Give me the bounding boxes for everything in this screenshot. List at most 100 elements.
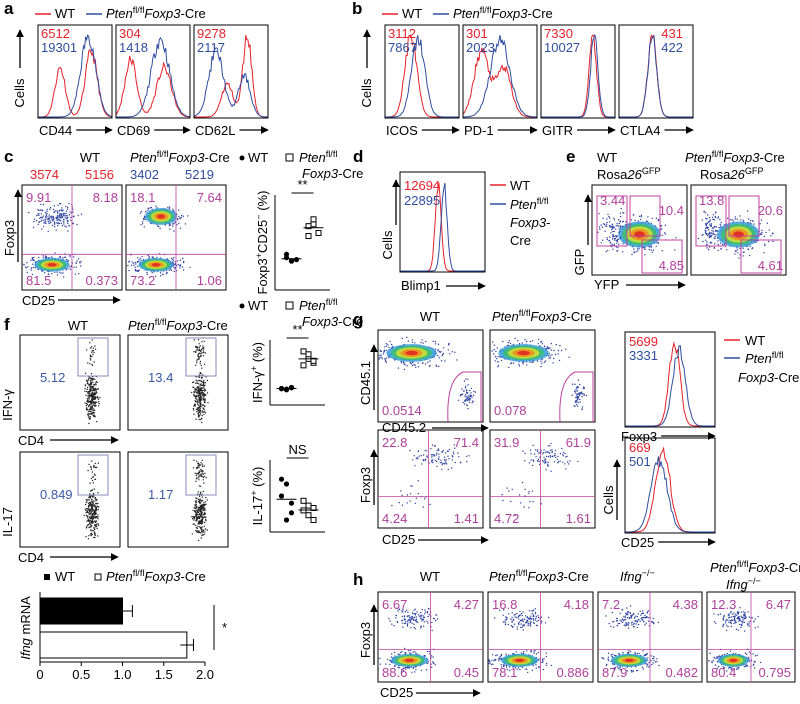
event-dot — [488, 659, 490, 662]
event-dot — [545, 461, 547, 463]
event-dot — [198, 531, 200, 534]
event-dot — [543, 361, 546, 363]
event-dot — [441, 468, 443, 470]
event-dot — [535, 616, 538, 618]
event-dot — [86, 401, 88, 403]
column-header: WT — [420, 569, 440, 584]
event-dot — [409, 619, 412, 621]
event-dot — [575, 390, 577, 392]
event-dot — [202, 355, 205, 357]
event-dot — [530, 453, 532, 455]
event-dot — [51, 224, 54, 227]
event-dot — [195, 391, 198, 393]
event-dot — [718, 226, 720, 229]
event-dot — [197, 404, 200, 406]
event-dot — [583, 394, 585, 396]
event-dot — [196, 527, 199, 529]
event-dot — [717, 217, 719, 219]
event-dot — [90, 510, 92, 512]
event-dot — [195, 515, 197, 517]
event-dot — [198, 379, 201, 382]
event-dot — [424, 611, 427, 613]
event-dot — [172, 225, 174, 227]
event-dot — [737, 252, 739, 254]
event-dot — [127, 264, 129, 267]
event-dot — [397, 610, 399, 612]
event-dot — [90, 504, 93, 506]
event-dot — [409, 621, 411, 624]
event-dot — [541, 340, 543, 343]
text-part: Pten — [299, 150, 326, 165]
event-dot — [93, 504, 96, 506]
event-dot — [203, 482, 205, 484]
event-dot — [522, 620, 525, 623]
event-dot — [522, 611, 524, 613]
event-dot — [137, 270, 139, 273]
event-dot — [655, 245, 657, 247]
column-header: Rosa26GFP — [597, 166, 661, 182]
event-dot — [31, 273, 34, 276]
event-dot — [472, 400, 474, 402]
event-dot — [764, 243, 766, 245]
event-dot — [94, 474, 96, 476]
event-dot — [193, 395, 195, 397]
event-dot — [55, 218, 58, 220]
event-dot — [201, 384, 204, 387]
event-dot — [554, 449, 557, 451]
event-dot — [204, 352, 206, 354]
density — [47, 263, 57, 267]
event-dot — [413, 455, 415, 457]
event-dot — [415, 457, 417, 460]
event-dot — [196, 511, 199, 514]
event-dot — [532, 615, 535, 617]
event-dot — [199, 514, 201, 516]
event-dot — [418, 615, 421, 617]
event-dot — [582, 386, 585, 388]
event-dot — [95, 401, 97, 403]
event-dot — [768, 229, 770, 231]
event-dot — [192, 515, 195, 518]
event-dot — [466, 455, 468, 457]
event-dot — [80, 213, 83, 215]
event-dot — [204, 412, 207, 414]
event-dot — [601, 226, 604, 228]
event-dot — [98, 402, 100, 405]
event-dot — [431, 444, 434, 446]
event-dot — [389, 663, 391, 666]
event-dot — [543, 449, 545, 451]
event-dot — [26, 262, 28, 264]
event-dot — [65, 212, 67, 215]
event-dot — [518, 623, 520, 625]
event-dot — [94, 534, 97, 536]
event-dot — [88, 520, 90, 522]
event-dot — [607, 249, 609, 252]
event-dot — [761, 233, 763, 235]
event-dot — [532, 609, 535, 611]
event-dot — [645, 220, 648, 222]
event-dot — [87, 538, 90, 540]
event-dot — [90, 373, 93, 375]
event-dot — [456, 359, 458, 361]
event-dot — [520, 612, 523, 615]
event-dot — [527, 622, 530, 625]
event-dot — [202, 351, 205, 353]
event-dot — [91, 502, 94, 504]
event-dot — [88, 397, 90, 399]
event-dot — [577, 405, 579, 407]
event-dot — [97, 502, 99, 505]
event-dot — [404, 620, 407, 623]
event-dot — [198, 409, 201, 411]
event-dot — [571, 394, 573, 396]
event-dot — [576, 393, 578, 395]
event-dot — [466, 399, 469, 402]
event-dot — [415, 366, 417, 369]
event-dot — [467, 396, 469, 398]
event-dot — [96, 391, 98, 394]
x-tick-label: 1.0 — [113, 667, 131, 682]
event-dot — [85, 407, 88, 409]
event-dot — [197, 414, 200, 416]
event-dot — [90, 468, 93, 470]
event-dot — [701, 219, 703, 221]
event-dot — [200, 470, 202, 472]
event-dot — [204, 405, 206, 407]
